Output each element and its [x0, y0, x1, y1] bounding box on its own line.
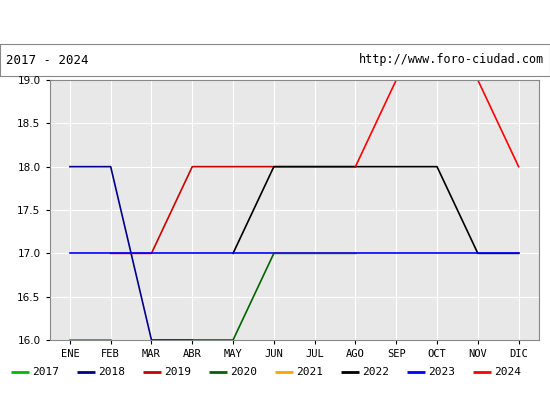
- Text: 2024: 2024: [494, 367, 521, 377]
- Text: 2022: 2022: [362, 367, 389, 377]
- Text: 2019: 2019: [164, 367, 191, 377]
- Text: 2020: 2020: [230, 367, 257, 377]
- Text: http://www.foro-ciudad.com: http://www.foro-ciudad.com: [359, 54, 544, 66]
- Text: Evolucion num de emigrantes en Peguerinos: Evolucion num de emigrantes en Peguerino…: [78, 14, 472, 30]
- Text: 2021: 2021: [296, 367, 323, 377]
- Text: 2017: 2017: [32, 367, 59, 377]
- Text: 2017 - 2024: 2017 - 2024: [6, 54, 88, 66]
- Text: 2023: 2023: [428, 367, 455, 377]
- Text: 2018: 2018: [98, 367, 125, 377]
